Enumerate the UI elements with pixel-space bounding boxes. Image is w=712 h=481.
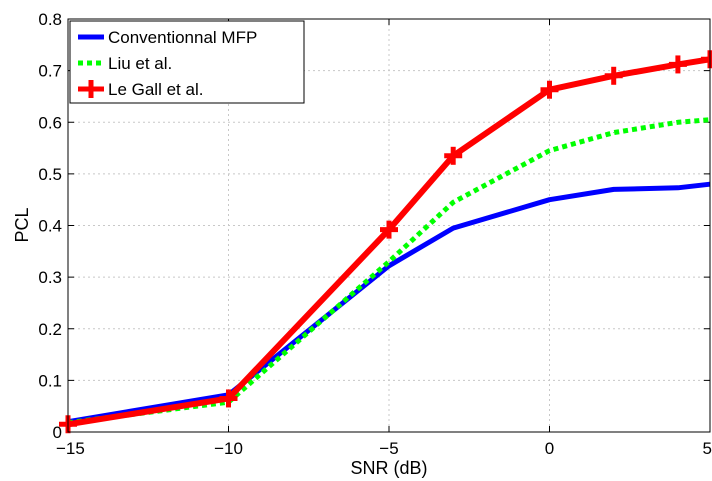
x-tick-label: 0 — [545, 439, 554, 458]
legend-item: Conventionnal MFP — [78, 28, 257, 47]
legend-label: Le Gall et al. — [108, 80, 203, 99]
data-point — [613, 188, 615, 190]
series-line — [67, 117, 711, 426]
data-point — [388, 261, 390, 263]
data-point-marker — [219, 389, 238, 408]
y-tick-label: 0.7 — [38, 62, 62, 81]
legend-item: Le Gall et al. — [78, 80, 203, 99]
data-point — [549, 150, 550, 152]
data-point — [388, 265, 390, 267]
x-tick-label: −15 — [56, 439, 85, 458]
data-point — [677, 121, 679, 123]
data-point — [452, 201, 454, 203]
axis-ticks: −15 −10 −5 0 5 0 0.1 0.2 0.3 0.4 0.5 0.6 0.7 0.8 — [38, 10, 712, 458]
legend-label: Liu et al. — [108, 54, 172, 73]
data-point-marker — [540, 80, 559, 99]
y-tick-label: 0.2 — [38, 320, 62, 339]
y-tick-label: 0.8 — [38, 10, 62, 29]
series-line — [67, 56, 711, 428]
legend-box — [69, 20, 305, 104]
x-tick-label: −10 — [214, 439, 243, 458]
x-axis-label: SNR (dB) — [350, 458, 427, 478]
y-tick-label: 0.5 — [38, 165, 62, 184]
y-axis-label: PCL — [12, 207, 32, 242]
data-point-marker — [604, 66, 623, 85]
y-tick-label: 0.6 — [38, 113, 62, 132]
y-tick-label: 0 — [53, 423, 62, 442]
x-tick-label: 5 — [703, 439, 712, 458]
data-point-marker — [668, 55, 687, 74]
y-tick-label: 0.3 — [38, 268, 62, 287]
y-tick-label: 0.4 — [38, 217, 62, 236]
plot-frame — [67, 18, 711, 433]
data-point-marker — [380, 220, 398, 239]
legend-marker — [82, 80, 100, 98]
data-point — [677, 187, 679, 189]
legend-label: Conventionnal MFP — [108, 28, 257, 47]
data-point — [613, 132, 615, 134]
legend: Conventionnal MFP Liu et al. Le Gall et al… — [69, 20, 305, 104]
legend-item: Liu et al. — [78, 54, 172, 73]
x-tick-label: −5 — [379, 439, 398, 458]
data-point-marker — [444, 146, 463, 165]
y-tick-label: 0.1 — [38, 371, 62, 390]
data-point — [549, 199, 550, 201]
data-point — [452, 227, 454, 229]
